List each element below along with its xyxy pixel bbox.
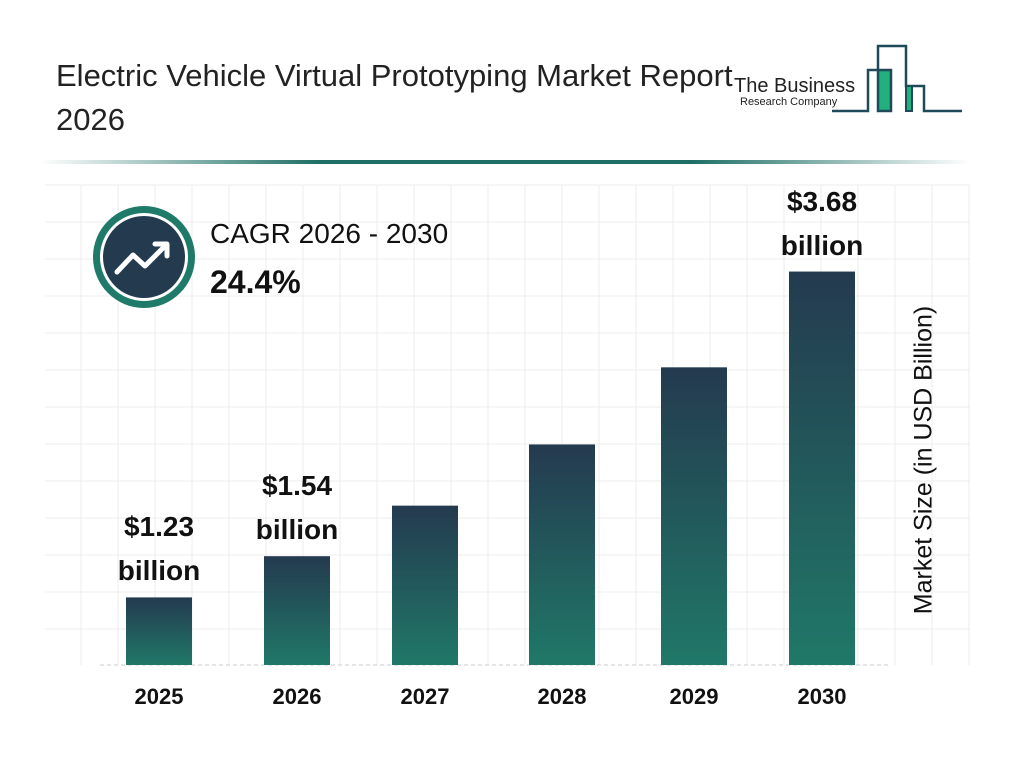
x-tick-label: 2030 bbox=[797, 684, 847, 709]
chart-title: Electric Vehicle Virtual Prototyping Mar… bbox=[56, 58, 733, 137]
data-label-line1: $1.54 bbox=[261, 470, 333, 502]
x-tick-label: 2029 bbox=[669, 684, 719, 709]
cagr-icon bbox=[93, 206, 195, 308]
x-tick-label: 2026 bbox=[272, 684, 322, 709]
data-label: $1.54 billion bbox=[227, 464, 367, 552]
logo-line1: The Business bbox=[734, 75, 855, 97]
bar-2029 bbox=[661, 367, 727, 665]
data-label: $1.23 billion bbox=[89, 505, 229, 593]
header-divider bbox=[40, 160, 970, 164]
bar-2030 bbox=[789, 271, 855, 665]
cagr-value: 24.4% bbox=[210, 264, 301, 300]
data-label-line2: billion bbox=[255, 514, 339, 546]
data-label: $3.68 billion bbox=[752, 180, 892, 268]
company-logo: The Business Research Company bbox=[728, 44, 968, 116]
data-label-line2: billion bbox=[117, 555, 201, 587]
y-axis-label: Market Size (in USD Billion) bbox=[909, 305, 938, 615]
x-tick-label: 2027 bbox=[400, 684, 450, 709]
data-label-line1: $1.23 bbox=[123, 511, 195, 543]
bar-2026 bbox=[264, 556, 330, 665]
cagr-label: CAGR 2026 - 2030 bbox=[210, 218, 449, 249]
data-label-line2: billion bbox=[780, 229, 864, 261]
bar-2025 bbox=[126, 597, 192, 665]
bar-2028 bbox=[529, 444, 595, 665]
trending-up-icon bbox=[114, 242, 169, 275]
data-label-line1: $3.68 bbox=[786, 185, 858, 217]
logo-line2: Research Company bbox=[740, 96, 838, 108]
x-tick-label: 2025 bbox=[134, 684, 184, 709]
bar-2027 bbox=[392, 505, 458, 665]
x-tick-label: 2028 bbox=[537, 684, 587, 709]
